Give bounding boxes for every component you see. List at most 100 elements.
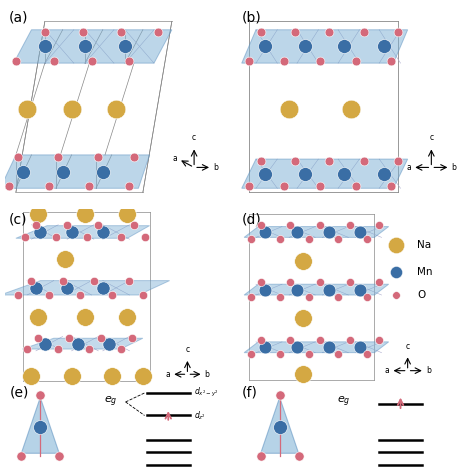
Point xyxy=(301,170,309,177)
Text: $e_g$: $e_g$ xyxy=(337,395,350,409)
Point xyxy=(341,43,348,50)
Point xyxy=(392,241,400,248)
Point xyxy=(32,221,40,228)
Point xyxy=(155,28,162,36)
Point xyxy=(108,372,116,380)
Text: Na: Na xyxy=(417,239,431,250)
Point xyxy=(74,340,82,347)
Point xyxy=(276,351,284,358)
Point xyxy=(325,228,332,236)
Point xyxy=(375,336,383,344)
Point xyxy=(293,228,301,236)
Point xyxy=(375,221,383,228)
Text: b: b xyxy=(204,370,210,379)
Point xyxy=(94,153,102,161)
Point xyxy=(285,105,293,113)
Point xyxy=(257,28,264,36)
Text: c: c xyxy=(429,133,433,142)
Point xyxy=(262,228,269,236)
Polygon shape xyxy=(14,30,172,63)
Point xyxy=(262,286,269,293)
Point xyxy=(55,153,62,161)
Text: a: a xyxy=(385,366,390,375)
Point xyxy=(52,234,60,241)
Point xyxy=(335,293,342,301)
Point xyxy=(364,236,371,243)
Point xyxy=(88,57,95,65)
Polygon shape xyxy=(261,397,299,453)
Point xyxy=(380,43,388,50)
Point xyxy=(108,291,116,299)
Point xyxy=(364,351,371,358)
Polygon shape xyxy=(244,342,389,353)
Point xyxy=(99,228,107,236)
Polygon shape xyxy=(0,155,149,188)
Point xyxy=(375,279,383,286)
Point xyxy=(55,452,63,460)
Point xyxy=(64,284,71,292)
Point xyxy=(126,277,133,284)
Point xyxy=(46,182,53,190)
Point xyxy=(77,291,84,299)
Point xyxy=(286,336,294,344)
Text: c: c xyxy=(406,342,410,351)
Point xyxy=(141,234,149,241)
Point xyxy=(41,340,49,347)
Point xyxy=(316,221,324,228)
Text: (f): (f) xyxy=(242,386,257,400)
Point xyxy=(257,279,264,286)
Point xyxy=(356,228,364,236)
Point xyxy=(117,234,124,241)
Polygon shape xyxy=(242,159,408,188)
Point xyxy=(94,221,102,228)
Polygon shape xyxy=(244,284,389,295)
Point xyxy=(300,257,307,264)
Polygon shape xyxy=(21,397,59,453)
Text: c: c xyxy=(185,346,190,355)
Point xyxy=(347,105,355,113)
Point xyxy=(335,236,342,243)
Point xyxy=(14,153,22,161)
Point xyxy=(34,313,42,320)
Point xyxy=(286,221,294,228)
Point xyxy=(41,28,49,36)
Point xyxy=(117,28,124,36)
Point xyxy=(346,336,353,344)
Point xyxy=(281,182,288,190)
Point xyxy=(325,286,332,293)
Polygon shape xyxy=(0,281,170,295)
Point xyxy=(387,182,395,190)
Point xyxy=(276,391,283,399)
Point xyxy=(392,268,400,275)
Point xyxy=(46,291,53,299)
Point xyxy=(19,168,27,175)
Point xyxy=(392,291,400,299)
Point xyxy=(300,315,307,322)
Point xyxy=(316,279,324,286)
Point xyxy=(352,182,359,190)
Point xyxy=(34,335,42,342)
Text: (c): (c) xyxy=(9,212,27,226)
Point xyxy=(81,210,89,218)
Point xyxy=(112,105,120,113)
Text: $d_{x^2-y^2}$: $d_{x^2-y^2}$ xyxy=(194,386,219,400)
Point xyxy=(291,28,299,36)
Point xyxy=(247,351,255,358)
Point xyxy=(305,293,313,301)
Point xyxy=(61,255,69,263)
Point xyxy=(5,182,13,190)
Polygon shape xyxy=(244,227,389,237)
Point xyxy=(14,291,22,299)
Point xyxy=(123,313,131,320)
Point xyxy=(99,168,107,175)
Point xyxy=(139,372,146,380)
Text: (b): (b) xyxy=(242,11,262,25)
Point xyxy=(27,277,35,284)
Polygon shape xyxy=(16,226,149,238)
Point xyxy=(65,335,73,342)
Point xyxy=(276,236,284,243)
Point xyxy=(286,279,294,286)
Point xyxy=(276,423,283,431)
Point xyxy=(247,236,255,243)
Polygon shape xyxy=(242,30,408,63)
